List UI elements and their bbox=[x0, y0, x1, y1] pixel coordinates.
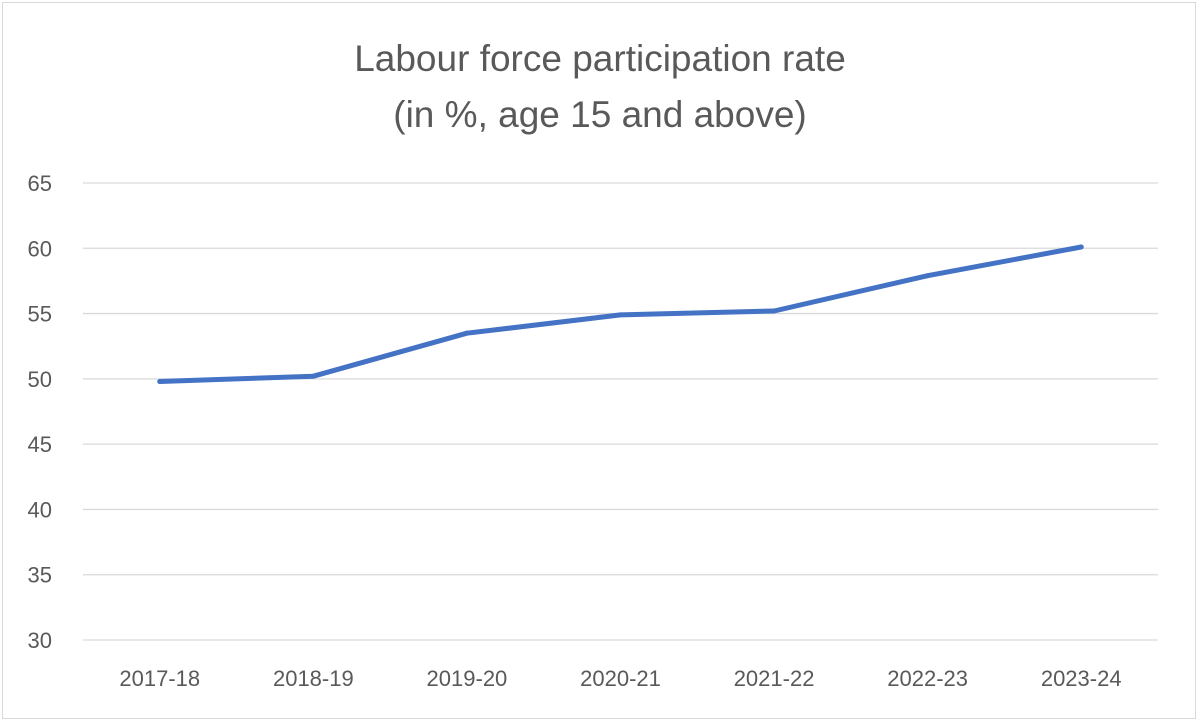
y-axis-tick-labels: 30 35 40 45 50 55 60 65 bbox=[28, 171, 52, 653]
data-point bbox=[771, 308, 777, 314]
data-point bbox=[1078, 244, 1084, 250]
data-point bbox=[310, 373, 316, 379]
x-tick-label: 2017-18 bbox=[119, 666, 200, 691]
x-tick-label: 2023-24 bbox=[1041, 666, 1122, 691]
y-tick-label: 40 bbox=[28, 497, 52, 522]
gridlines bbox=[83, 182, 1158, 641]
y-tick-label: 60 bbox=[28, 236, 52, 261]
y-tick-label: 65 bbox=[28, 171, 52, 196]
data-point bbox=[618, 312, 623, 318]
x-tick-label: 2018-19 bbox=[273, 666, 354, 691]
y-tick-label: 55 bbox=[28, 302, 52, 327]
x-axis-tick-labels: 2017-18 2018-19 2019-20 2020-21 2021-22 2022-… bbox=[119, 666, 1121, 691]
x-tick-label: 2020-21 bbox=[580, 666, 661, 691]
chart-title: Labour force participation rate bbox=[354, 38, 846, 79]
data-point bbox=[925, 273, 931, 279]
data-point bbox=[157, 378, 163, 384]
data-point bbox=[464, 330, 470, 336]
y-tick-label: 50 bbox=[28, 367, 52, 392]
series-layer bbox=[157, 244, 1084, 384]
x-tick-label: 2021-22 bbox=[734, 666, 815, 691]
x-tick-label: 2022-23 bbox=[887, 666, 968, 691]
y-tick-label: 30 bbox=[28, 628, 52, 653]
y-tick-label: 35 bbox=[28, 563, 52, 588]
chart-subtitle: (in %, age 15 and above) bbox=[393, 94, 807, 135]
x-tick-label: 2019-20 bbox=[427, 666, 508, 691]
y-tick-label: 45 bbox=[28, 432, 52, 457]
